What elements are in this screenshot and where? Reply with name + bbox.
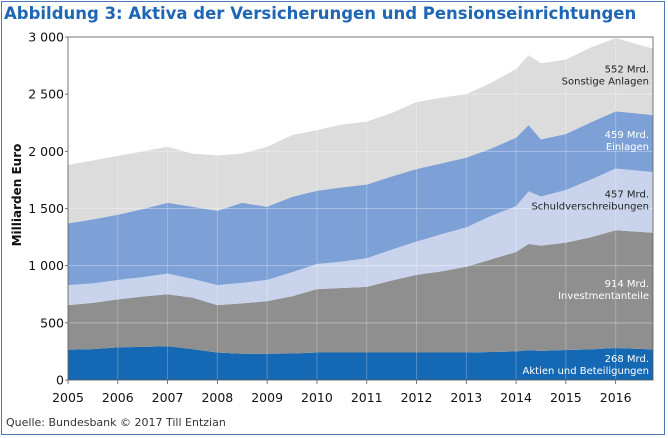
x-tick-label: 2015 <box>550 390 582 405</box>
x-tick-label: 2009 <box>251 390 283 405</box>
chart-title: Abbildung 3: Aktiva der Versicherungen u… <box>4 4 637 23</box>
y-tick-label: 0 <box>56 373 64 388</box>
x-tick-label: 2014 <box>500 390 532 405</box>
area-series-1 <box>68 346 653 380</box>
series-name-label: Investmentanteile <box>558 291 649 302</box>
x-tick-label: 2007 <box>152 390 184 405</box>
series-value-label: 914 Mrd. <box>605 279 649 290</box>
x-tick-label: 2011 <box>351 390 383 405</box>
series-name-label: Aktien und Beteiligungen <box>523 366 649 377</box>
x-tick-label: 2006 <box>102 390 134 405</box>
y-tick-label: 2 000 <box>28 144 64 159</box>
y-tick-label: 1 000 <box>28 258 64 273</box>
y-tick-label: 1 500 <box>28 201 64 216</box>
x-tick-label: 2010 <box>301 390 333 405</box>
series-name-label: Sonstige Anlagen <box>562 77 649 88</box>
area-series-2 <box>68 230 653 354</box>
y-tick-label: 2 500 <box>28 87 64 102</box>
series-value-label: 552 Mrd. <box>605 65 649 76</box>
y-tick-label: 500 <box>40 315 64 330</box>
series-value-label: 268 Mrd. <box>605 354 649 365</box>
x-tick-label: 2016 <box>600 390 632 405</box>
series-name-label: Einlagen <box>606 142 649 153</box>
x-tick-label: 2005 <box>52 390 84 405</box>
x-tick-label: 2013 <box>450 390 482 405</box>
area-series-4 <box>68 111 653 286</box>
y-tick-label: 3 000 <box>28 30 64 45</box>
area-series-3 <box>68 168 653 306</box>
x-tick-label: 2008 <box>201 390 233 405</box>
series-name-label: Schuldverschreibungen <box>531 201 649 212</box>
area-series-5 <box>68 38 653 224</box>
series-value-label: 457 Mrd. <box>605 189 649 200</box>
x-tick-label: 2012 <box>401 390 433 405</box>
source-note: Quelle: Bundesbank © 2017 Till Entzian <box>6 416 226 429</box>
series-value-label: 459 Mrd. <box>605 130 649 141</box>
